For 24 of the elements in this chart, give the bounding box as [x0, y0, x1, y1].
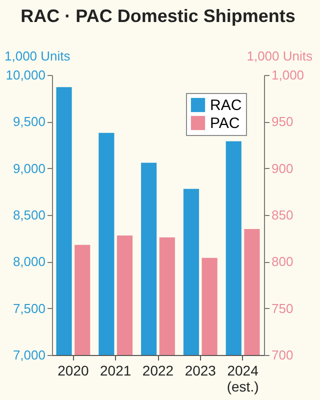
y2-tick-label: 900 [272, 160, 294, 176]
y-tick-label: 8,500 [12, 208, 46, 222]
x-tick-label: 2024 (est.) [226, 362, 259, 394]
y2-tick-label: 750 [272, 300, 294, 316]
y-tick-label: 10,000 [6, 68, 46, 82]
y-tick-label: 7,000 [12, 348, 46, 362]
x-tick-label: 2020 [58, 362, 89, 378]
y-tick-label: 9,500 [12, 114, 46, 130]
legend-label: PAC [210, 115, 240, 132]
x-tick-label: 2021 [100, 362, 132, 378]
y2-tick-label: 700 [272, 348, 294, 362]
y-tick-label: 7,500 [12, 300, 46, 316]
y-tick-label: 9,000 [12, 160, 46, 176]
legend-label: RAC [210, 97, 242, 114]
x-tick-label: 2022 [142, 362, 174, 378]
y2-tick-label: 950 [272, 114, 294, 130]
y-tick-label: 8,000 [12, 254, 46, 270]
y2-tick-label: 800 [272, 254, 294, 270]
y-axis-title: 1,000 Units [4, 48, 71, 64]
chart-title: RAC · PAC Domestic Shipments [20, 6, 296, 26]
y2-axis-title: 1,000 Units [246, 48, 313, 64]
y2-tick-label: 1,000 [272, 68, 304, 82]
x-tick-label: 2023 [184, 362, 216, 378]
y2-tick-label: 850 [272, 208, 294, 222]
